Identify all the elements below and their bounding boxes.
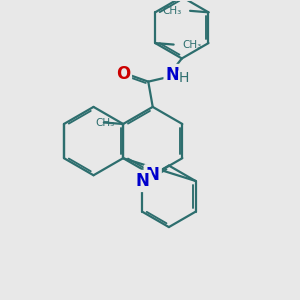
Text: N: N: [165, 65, 179, 83]
Text: H: H: [179, 71, 189, 85]
Text: CH₃: CH₃: [95, 118, 115, 128]
Text: N: N: [135, 172, 149, 190]
Text: CH₃: CH₃: [163, 6, 182, 16]
Text: N: N: [146, 166, 160, 184]
Text: CH₃: CH₃: [182, 40, 201, 50]
Text: O: O: [116, 64, 130, 82]
